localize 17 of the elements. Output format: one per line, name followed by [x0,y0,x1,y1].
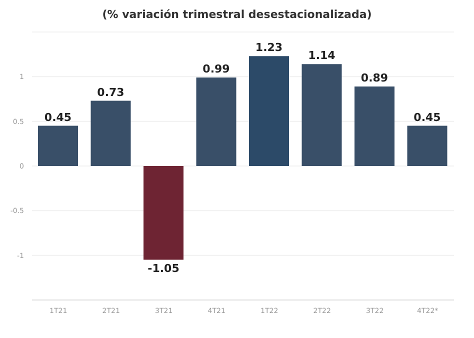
data-label: 0.45 [414,110,441,124]
bar [407,126,448,166]
bar [302,64,342,166]
data-label: 0.73 [97,86,124,99]
chart-title: (% variación trimestral desestacionalizada) [101,8,373,22]
bar [90,100,131,166]
data-label: 0.89 [360,71,388,84]
data-label: 0.45 [44,110,72,124]
data-label: 1.14 [308,49,336,62]
bar [196,78,236,166]
bar [354,86,394,166]
data-label: -1.05 [148,262,180,275]
data-label: 1.23 [255,41,283,54]
bar [38,126,78,166]
bar [144,166,184,260]
bar [249,56,289,166]
data-label: 0.99 [202,62,230,76]
